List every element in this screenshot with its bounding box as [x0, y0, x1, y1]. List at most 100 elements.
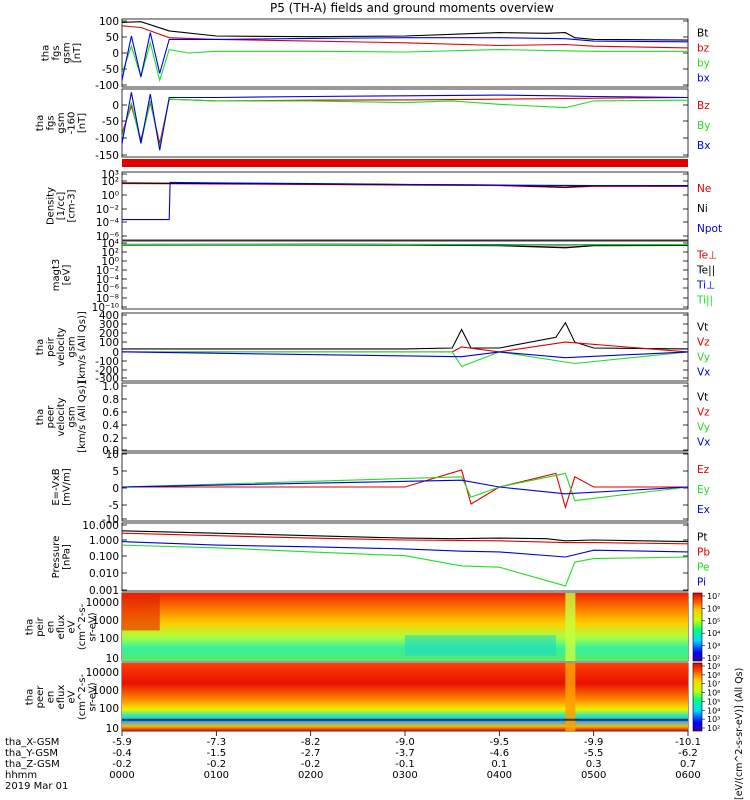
x-tick-label: 0100: [204, 770, 229, 781]
y-tick-label: 0: [112, 347, 119, 359]
series-Ex: [121, 479, 689, 495]
y-tick-label: -200: [95, 365, 119, 377]
y-tick-label: 0.010: [89, 568, 119, 580]
y-tick-label: -100: [95, 133, 119, 145]
x-tick-label: 0.7: [680, 759, 696, 770]
panel-6: 1.00.80.60.40.20.0 tha peer velocity gsm [km/…: [35, 381, 710, 457]
panel-frame: [121, 312, 689, 382]
y-label-line: eV: [67, 690, 78, 703]
x-row-label: 2019 Mar 01: [5, 781, 68, 792]
panel-frame: [121, 88, 689, 158]
y-tick-label: 50: [106, 32, 119, 44]
spectrogram-electron-band: [565, 663, 576, 731]
y-label-line: gsm: [61, 42, 72, 63]
legend-bx: bx: [697, 73, 710, 85]
x-row-label: tha_Z-GSM: [5, 759, 60, 770]
spectrogram-ion-low: [405, 635, 556, 656]
y-label-line: magt3: [51, 259, 62, 292]
x-tick-label: -1.5: [207, 748, 227, 759]
y-tick-label: 10²: [101, 176, 119, 188]
y-label-line: peir: [35, 616, 46, 636]
legend-Te⊥: Te⊥: [696, 250, 717, 262]
series-Npot: [122, 181, 689, 221]
y-tick-label: 300: [99, 319, 119, 331]
x-tick-label: -0.2: [112, 759, 132, 770]
y-label-line: fgs: [46, 115, 57, 130]
series-Pt: [121, 530, 689, 543]
x-tick-label: -0.4: [112, 748, 132, 759]
y-tick-label: 10⁴: [101, 238, 119, 250]
y-label-line: sr-eV): [88, 682, 99, 711]
legend-Pb: Pb: [697, 547, 710, 559]
y-label-line: tha: [35, 115, 46, 131]
spectrogram-electron-line: [122, 718, 688, 721]
x-tick-label: -9.0: [395, 737, 415, 748]
spectrogram-ion-early: [122, 593, 160, 631]
y-tick-label: 0.8: [102, 394, 119, 406]
series-Pi: [121, 541, 689, 558]
legend-Te||: Te||: [696, 265, 715, 277]
y-tick-label: 10⁻²: [96, 204, 119, 216]
y-tick-label: 0: [112, 48, 119, 60]
y-tick-label: 100: [99, 633, 119, 645]
colorbar-tick-label: 10⁵: [707, 697, 720, 706]
y-label-line: [km/s (All Qs)]: [77, 311, 88, 383]
y-label-line: eflux: [56, 615, 67, 640]
y-axis-label: tha peer en eflux eV (cm^2-s-sr-eV): [25, 673, 99, 720]
legend-Vy: Vy: [697, 352, 710, 364]
colorbar-tick-label: 10³: [707, 642, 720, 651]
y-tick-label: 0.4: [102, 420, 119, 432]
legend-Ne: Ne: [697, 183, 711, 195]
x-tick-label: -9.5: [490, 737, 510, 748]
y-tick-label: 10: [106, 653, 119, 665]
colorbar-tick-label: 10⁷: [707, 680, 720, 689]
spectrogram-ion-band: [565, 593, 576, 661]
spectrogram-electron: [122, 663, 688, 731]
y-label-line: [nT]: [77, 113, 88, 133]
y-tick-label: 1000: [92, 685, 119, 697]
x-tick-label: -0.1: [395, 759, 415, 770]
y-tick-label: 100: [99, 337, 119, 349]
y-label-line: en: [46, 621, 57, 634]
y-tick-label: -5: [109, 500, 119, 512]
panel-frame: [121, 240, 689, 310]
y-tick-label: 10: [106, 723, 119, 735]
series-Vx: [121, 351, 689, 359]
y-tick-label: 10000: [86, 597, 119, 609]
y-tick-label: 0: [112, 100, 119, 112]
y-label-line: tha: [25, 689, 36, 705]
legend-Ey: Ey: [697, 484, 710, 496]
x-tick-label: -2.7: [301, 748, 321, 759]
panel-frame: [121, 382, 689, 452]
x-tick-label: 0400: [487, 770, 512, 781]
y-tick-label: 10⁻⁶: [96, 283, 119, 295]
legend-Ex: Ex: [697, 504, 710, 516]
series-Bz: [121, 96, 689, 144]
y-tick-label: 10⁻¹⁰: [92, 302, 119, 314]
legend-Pt: Pt: [697, 532, 707, 544]
y-tick-label: 10.000: [82, 520, 119, 532]
colorbar-tick-label: 10³: [707, 715, 720, 724]
y-label-line: velocity: [56, 327, 67, 366]
y-label-line: eflux: [56, 685, 67, 710]
y-tick-label: 10000: [86, 667, 119, 679]
y-tick-label: 10⁻⁴: [96, 217, 119, 229]
y-tick-label: 100: [99, 16, 119, 28]
status-bar: [122, 159, 688, 167]
legend-Vt: Vt: [697, 322, 708, 334]
y-tick-label: 100: [99, 703, 119, 715]
series-bz: [121, 25, 689, 49]
x-tick-label: 0.3: [586, 759, 602, 770]
colorbar-tick-label: 10⁶: [707, 604, 720, 613]
x-row-label: hhmm: [5, 770, 37, 781]
y-tick-label: 0.6: [102, 407, 119, 419]
y-tick-label: -100: [95, 80, 119, 92]
y-label-line: gsm: [56, 112, 67, 133]
y-tick-label: -150: [95, 150, 119, 162]
panel-1: 100 50 0 -50 -100 tha fgs gsm [nT] Bt bz by bx: [40, 16, 710, 92]
colorbar-tick-label: 10⁶: [707, 689, 720, 698]
panel-frame: [121, 18, 689, 88]
colorbar-tick-label: 10⁵: [707, 617, 720, 626]
